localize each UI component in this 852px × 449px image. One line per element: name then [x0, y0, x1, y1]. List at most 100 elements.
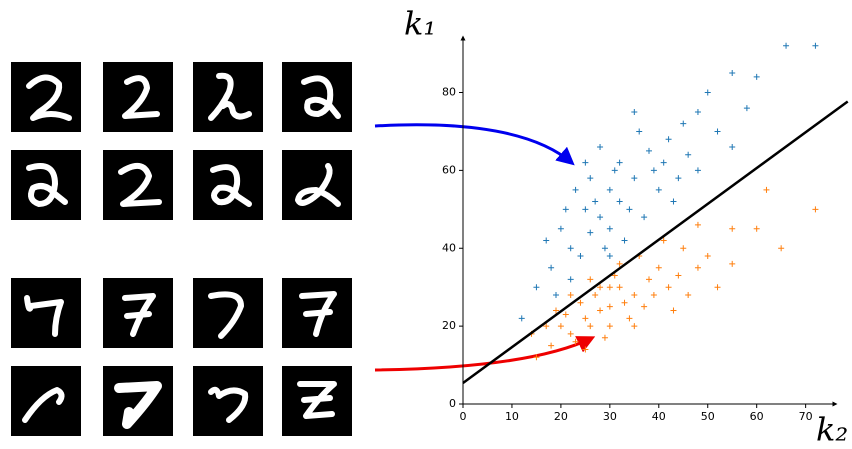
- y-tick-label: 0: [449, 397, 456, 410]
- point: [582, 346, 588, 352]
- point: [543, 237, 549, 243]
- point: [626, 315, 632, 321]
- point: [607, 187, 613, 193]
- point: [617, 199, 623, 205]
- point: [597, 214, 603, 220]
- point: [582, 315, 588, 321]
- point: [631, 175, 637, 181]
- point: [675, 175, 681, 181]
- point: [705, 253, 711, 259]
- point: [695, 265, 701, 271]
- point: [763, 187, 769, 193]
- point: [587, 175, 593, 181]
- point: [636, 128, 642, 134]
- x-tick-label: 60: [750, 410, 764, 423]
- point: [607, 304, 613, 310]
- point: [651, 167, 657, 173]
- point: [592, 199, 598, 205]
- point: [651, 292, 657, 298]
- arrow: [375, 338, 592, 370]
- x-tick-label: 0: [460, 410, 467, 423]
- point: [666, 136, 672, 142]
- point: [558, 323, 564, 329]
- digit-images: [11, 62, 352, 436]
- point: [661, 160, 667, 166]
- point: [729, 144, 735, 150]
- point: [548, 343, 554, 349]
- point: [607, 226, 613, 232]
- point: [812, 206, 818, 212]
- point: [695, 167, 701, 173]
- point: [778, 245, 784, 251]
- x-tick-label: 20: [554, 410, 568, 423]
- x-tick-label: 40: [652, 410, 666, 423]
- point: [631, 323, 637, 329]
- point: [563, 311, 569, 317]
- point: [612, 167, 618, 173]
- point: [587, 323, 593, 329]
- point: [577, 253, 583, 259]
- point: [680, 245, 686, 251]
- y-tick-label: 60: [442, 163, 456, 176]
- point: [641, 214, 647, 220]
- point: [656, 187, 662, 193]
- decision-boundary: [463, 101, 848, 383]
- point: [641, 304, 647, 310]
- point: [670, 308, 676, 314]
- point: [729, 70, 735, 76]
- point: [563, 206, 569, 212]
- point: [607, 253, 613, 259]
- arrow: [375, 125, 572, 163]
- point: [617, 284, 623, 290]
- point: [680, 121, 686, 127]
- point: [783, 43, 789, 49]
- point: [597, 144, 603, 150]
- point: [602, 245, 608, 251]
- point: [533, 284, 539, 290]
- point: [675, 273, 681, 279]
- point: [705, 90, 711, 96]
- x-tick-label: 50: [701, 410, 715, 423]
- point: [617, 160, 623, 166]
- point: [626, 206, 632, 212]
- point: [568, 276, 574, 282]
- point: [568, 245, 574, 251]
- figure: k₁ k₂ 010203040506070020406080: [0, 0, 852, 449]
- point: [577, 300, 583, 306]
- point: [715, 128, 721, 134]
- point: [631, 292, 637, 298]
- point: [573, 187, 579, 193]
- point: [670, 199, 676, 205]
- x-axis-label: k₂: [816, 411, 848, 449]
- point: [607, 284, 613, 290]
- point: [568, 331, 574, 337]
- y-tick-label: 20: [442, 319, 456, 332]
- point: [587, 276, 593, 282]
- point: [622, 237, 628, 243]
- point: [744, 105, 750, 111]
- point: [754, 74, 760, 80]
- point: [646, 276, 652, 282]
- point: [622, 300, 628, 306]
- point: [602, 335, 608, 341]
- y-tick-label: 80: [442, 86, 456, 99]
- point: [607, 323, 613, 329]
- point: [666, 284, 672, 290]
- point: [695, 222, 701, 228]
- point: [558, 226, 564, 232]
- point: [597, 308, 603, 314]
- point: [587, 230, 593, 236]
- point: [685, 292, 691, 298]
- point: [729, 261, 735, 267]
- point: [646, 148, 652, 154]
- point: [656, 265, 662, 271]
- point: [754, 226, 760, 232]
- x-tick-label: 30: [603, 410, 617, 423]
- point: [729, 226, 735, 232]
- x-tick-label: 70: [799, 410, 813, 423]
- point: [812, 43, 818, 49]
- point: [715, 284, 721, 290]
- point: [519, 315, 525, 321]
- point: [592, 292, 598, 298]
